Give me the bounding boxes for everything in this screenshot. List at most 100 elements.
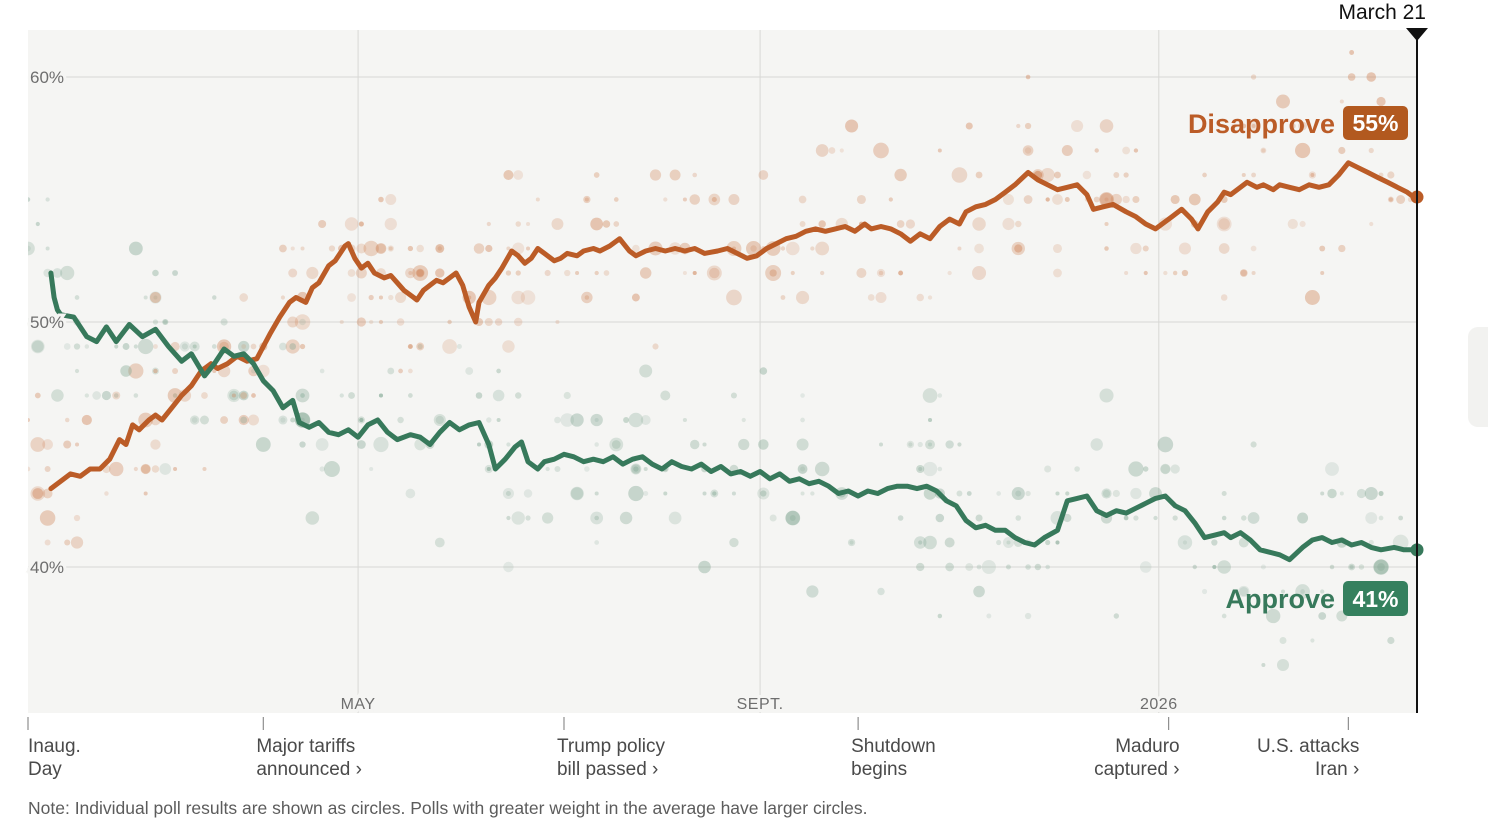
poll-dot-approve bbox=[162, 318, 169, 326]
poll-dot-approve bbox=[200, 415, 209, 425]
poll-dot-approve bbox=[545, 466, 550, 472]
event-label-line[interactable]: Major tariffs bbox=[256, 736, 355, 757]
poll-dot-approve bbox=[1377, 563, 1385, 571]
poll-dot-approve bbox=[408, 393, 413, 398]
poll-dot-approve bbox=[1378, 515, 1384, 521]
poll-dot-approve bbox=[152, 319, 159, 325]
poll-dot-disapprove bbox=[745, 240, 762, 257]
poll-dot-disapprove bbox=[385, 194, 397, 205]
poll-dot-approve bbox=[51, 389, 64, 402]
poll-dot-disapprove bbox=[378, 196, 384, 203]
poll-dot-disapprove bbox=[594, 270, 599, 276]
poll-dot-disapprove bbox=[1061, 145, 1073, 156]
poll-dot-approve bbox=[640, 415, 651, 425]
poll-dot-approve bbox=[800, 417, 805, 423]
poll-dot-approve bbox=[935, 513, 945, 523]
poll-dot-disapprove bbox=[602, 220, 611, 228]
poll-dot-disapprove bbox=[1260, 147, 1267, 154]
poll-dot-disapprove bbox=[564, 269, 571, 277]
poll-dot-approve bbox=[928, 442, 933, 447]
poll-dot-disapprove bbox=[239, 391, 248, 400]
poll-dot-disapprove bbox=[1241, 172, 1246, 178]
poll-dot-disapprove bbox=[750, 245, 757, 252]
poll-dot-approve bbox=[289, 343, 297, 350]
poll-dot-disapprove bbox=[388, 246, 393, 251]
poll-dot-approve bbox=[1241, 515, 1247, 521]
poll-dot-disapprove bbox=[44, 539, 51, 546]
poll-dot-disapprove bbox=[396, 318, 405, 326]
poll-dot-disapprove bbox=[974, 243, 984, 254]
poll-dot-disapprove bbox=[280, 295, 285, 300]
event-label-line[interactable]: bill passed › bbox=[557, 759, 658, 780]
event-label-line[interactable]: Iran › bbox=[1315, 759, 1359, 780]
poll-dot-disapprove bbox=[435, 268, 445, 278]
poll-dot-disapprove bbox=[947, 270, 952, 276]
poll-dot-approve bbox=[1099, 388, 1114, 403]
poll-dot-approve bbox=[1373, 559, 1389, 575]
poll-dot-approve bbox=[417, 343, 423, 350]
poll-dot-approve bbox=[682, 417, 687, 423]
poll-dot-approve bbox=[908, 442, 913, 447]
poll-dot-disapprove bbox=[201, 392, 208, 399]
poll-dot-approve bbox=[60, 265, 75, 281]
poll-dot-disapprove bbox=[810, 246, 815, 251]
poll-dot-approve bbox=[769, 514, 777, 522]
poll-dot-disapprove bbox=[173, 466, 178, 472]
poll-dot-disapprove bbox=[1216, 216, 1232, 232]
poll-dot-disapprove bbox=[896, 220, 905, 228]
poll-dot-approve bbox=[730, 392, 737, 399]
poll-dot-approve bbox=[397, 416, 404, 424]
poll-dot-disapprove bbox=[112, 391, 121, 400]
poll-dot-approve bbox=[1160, 463, 1171, 475]
poll-dot-disapprove bbox=[1250, 74, 1257, 80]
poll-dot-disapprove bbox=[300, 246, 305, 251]
poll-dot-disapprove bbox=[240, 392, 247, 399]
poll-dot-approve bbox=[918, 540, 923, 545]
event-label-line[interactable]: captured › bbox=[1094, 759, 1180, 780]
poll-dot-disapprove bbox=[1338, 146, 1346, 155]
poll-dot-approve bbox=[1065, 491, 1070, 496]
event-label-line[interactable]: Maduro bbox=[1115, 736, 1179, 757]
poll-dot-disapprove bbox=[248, 414, 259, 426]
poll-dot-disapprove bbox=[555, 319, 560, 325]
poll-dot-disapprove bbox=[502, 340, 515, 353]
poll-dot-approve bbox=[1378, 490, 1384, 497]
poll-dot-approve bbox=[227, 388, 241, 403]
poll-dot-approve bbox=[1045, 539, 1051, 546]
poll-dot-approve bbox=[1364, 486, 1378, 501]
poll-dot-approve bbox=[1153, 515, 1158, 521]
trend-line-approve bbox=[48, 270, 1420, 563]
poll-dot-approve bbox=[1320, 491, 1325, 496]
poll-dot-disapprove bbox=[613, 221, 620, 227]
footnote: Note: Individual poll results are shown … bbox=[28, 798, 867, 818]
poll-dot-approve bbox=[925, 439, 935, 450]
poll-dot-disapprove bbox=[876, 268, 886, 278]
poll-dot-approve bbox=[1123, 515, 1129, 521]
poll-dot-disapprove bbox=[1143, 270, 1148, 276]
poll-dot-disapprove bbox=[820, 270, 825, 276]
poll-dot-approve bbox=[1238, 585, 1250, 598]
event-label-line[interactable]: Trump policy bbox=[557, 736, 666, 757]
poll-dot-disapprove bbox=[378, 319, 384, 325]
poll-dot-approve bbox=[1170, 464, 1180, 474]
event-label-line[interactable]: announced › bbox=[256, 759, 362, 780]
poll-dot-approve bbox=[1055, 540, 1060, 545]
event-label-line[interactable]: U.S. attacks bbox=[1257, 736, 1359, 757]
poll-dot-disapprove bbox=[520, 290, 536, 305]
poll-dot-approve bbox=[759, 367, 768, 375]
poll-dot-approve bbox=[319, 466, 325, 472]
poll-dot-disapprove bbox=[1015, 220, 1022, 228]
poll-dot-approve bbox=[137, 338, 154, 355]
poll-dot-approve bbox=[1318, 612, 1327, 620]
poll-dot-disapprove bbox=[251, 393, 256, 398]
poll-dot-approve bbox=[435, 415, 444, 425]
poll-dot-approve bbox=[944, 537, 955, 548]
poll-dot-approve bbox=[511, 511, 525, 525]
poll-dot-disapprove bbox=[408, 270, 413, 276]
poll-dot-disapprove bbox=[75, 442, 80, 447]
